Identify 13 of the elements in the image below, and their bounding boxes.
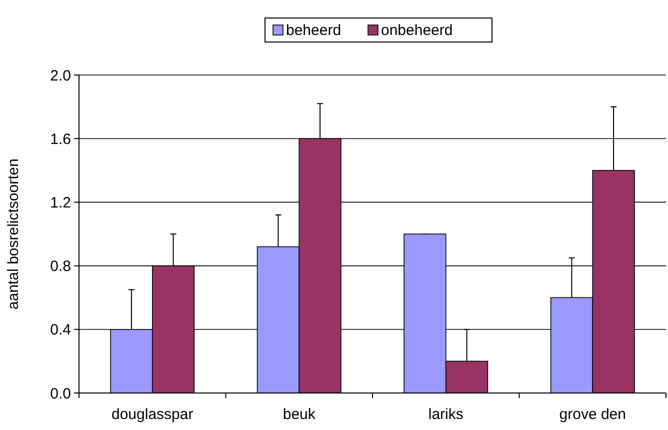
y-tick-label: 0.4 — [50, 322, 71, 339]
x-tick-label: lariks — [428, 406, 464, 423]
x-tick-label: grove den — [559, 406, 626, 423]
y-tick-label: 1.6 — [50, 130, 71, 148]
legend-label: onbeheerd — [381, 22, 453, 39]
y-tick-label: 1.2 — [50, 194, 71, 212]
y-axis-title: aantal bosrelictsoorten — [5, 158, 22, 310]
y-tick-label: 2.0 — [50, 67, 71, 84]
y-tick-label: 0.0 — [50, 385, 71, 402]
x-tick-label: douglasspar — [112, 406, 194, 423]
x-tick-label: beuk — [282, 406, 316, 423]
y-tick-label: 0.8 — [50, 258, 71, 276]
legend-label: beheerd — [286, 22, 342, 39]
